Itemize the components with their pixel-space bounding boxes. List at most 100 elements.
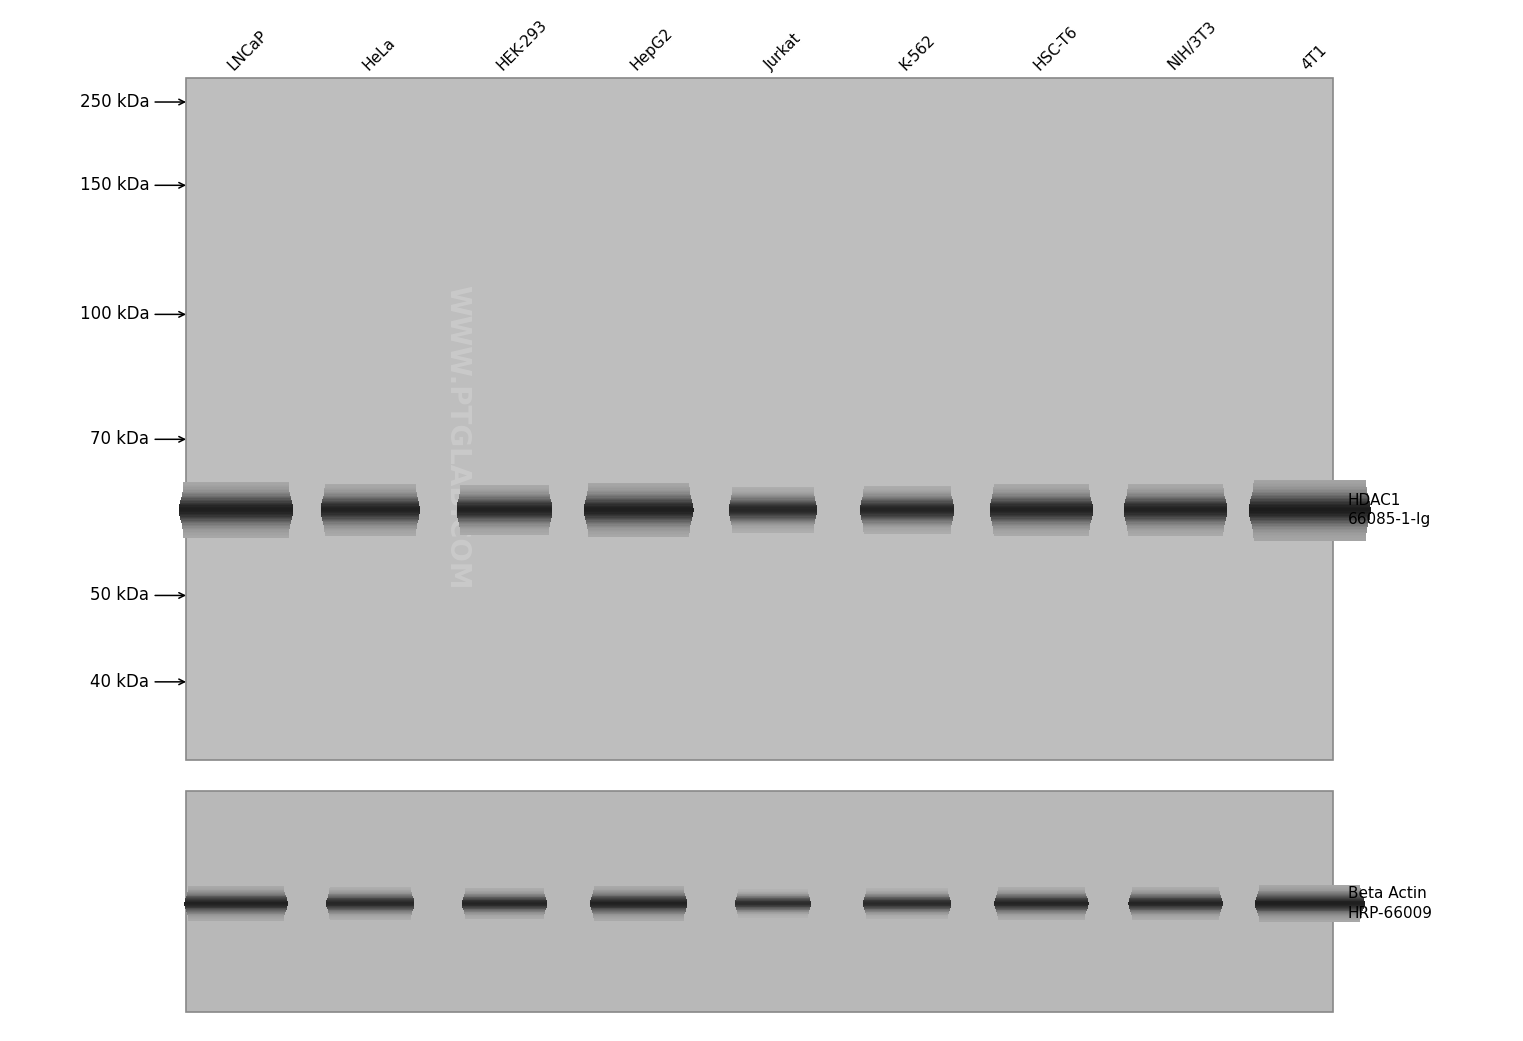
Bar (583, 511, 693, 513)
Bar (187, 916, 285, 917)
Bar (586, 523, 691, 526)
Bar (586, 499, 691, 502)
Bar (189, 888, 283, 889)
Bar (321, 506, 419, 508)
Bar (865, 894, 949, 895)
Bar (1125, 522, 1224, 524)
Bar (463, 907, 547, 908)
Bar (864, 902, 950, 903)
Bar (1255, 900, 1365, 903)
Bar (461, 905, 547, 906)
Bar (1256, 897, 1363, 898)
Bar (181, 496, 291, 499)
Bar (586, 498, 691, 500)
Bar (465, 913, 544, 914)
Bar (592, 914, 684, 915)
Text: 40 kDa: 40 kDa (90, 672, 149, 691)
Bar (991, 497, 1090, 499)
Bar (993, 529, 1089, 531)
Bar (458, 500, 551, 502)
Bar (998, 888, 1084, 889)
Bar (730, 505, 816, 507)
Bar (1129, 906, 1223, 907)
Bar (180, 515, 292, 517)
Bar (1258, 916, 1362, 917)
Bar (864, 531, 950, 533)
Bar (864, 898, 950, 899)
Bar (321, 505, 419, 507)
Bar (737, 915, 809, 916)
Bar (730, 513, 816, 515)
Bar (187, 894, 285, 895)
Bar (329, 915, 411, 917)
Bar (1132, 890, 1220, 891)
Bar (465, 911, 545, 912)
Bar (731, 494, 815, 496)
Bar (324, 489, 416, 491)
Bar (460, 524, 550, 526)
Bar (990, 506, 1094, 508)
Bar (594, 916, 684, 917)
Bar (588, 483, 690, 485)
Bar (591, 899, 687, 900)
Bar (1129, 908, 1221, 909)
Bar (460, 490, 550, 492)
Bar (1129, 907, 1221, 908)
Bar (324, 493, 417, 496)
Bar (1127, 533, 1223, 535)
Bar (592, 893, 685, 894)
Bar (993, 530, 1089, 532)
Text: 4T1: 4T1 (1299, 42, 1330, 73)
Bar (1258, 891, 1362, 893)
Bar (457, 504, 551, 506)
Bar (1260, 919, 1360, 921)
Bar (329, 913, 411, 914)
Bar (460, 528, 550, 530)
Bar (183, 486, 289, 488)
Bar (867, 891, 949, 893)
Bar (864, 532, 950, 534)
Bar (736, 906, 810, 908)
Bar (585, 517, 691, 519)
Bar (461, 902, 547, 903)
Bar (1127, 527, 1224, 529)
Bar (585, 515, 693, 517)
Bar (736, 909, 810, 910)
Bar (323, 500, 419, 502)
Text: HeLa: HeLa (359, 34, 398, 73)
Bar (993, 531, 1089, 534)
Bar (1260, 920, 1360, 922)
Bar (324, 486, 416, 489)
Bar (1130, 910, 1221, 911)
Bar (867, 914, 949, 916)
Bar (1125, 500, 1226, 502)
Text: WWW.PTGLAB.COM: WWW.PTGLAB.COM (443, 285, 471, 589)
Bar (995, 907, 1087, 908)
Bar (1129, 903, 1223, 904)
Bar (186, 908, 286, 909)
Bar (326, 900, 414, 902)
Bar (993, 533, 1089, 535)
Bar (864, 489, 950, 491)
Bar (864, 529, 950, 531)
Bar (730, 511, 816, 513)
Bar (733, 531, 813, 533)
Bar (460, 527, 550, 529)
Bar (1132, 913, 1220, 914)
Bar (592, 894, 685, 895)
Bar (1132, 916, 1220, 917)
Text: 70 kDa: 70 kDa (90, 430, 149, 449)
Bar (1129, 902, 1223, 904)
Text: NIH/3T3: NIH/3T3 (1165, 19, 1218, 73)
Bar (1252, 528, 1368, 530)
Bar (736, 900, 810, 902)
Bar (1250, 501, 1369, 503)
Bar (1260, 885, 1360, 887)
Bar (864, 906, 950, 907)
Bar (187, 889, 285, 890)
Bar (189, 918, 283, 920)
Bar (864, 487, 950, 489)
Bar (457, 507, 553, 509)
Bar (1130, 908, 1221, 910)
Bar (460, 525, 550, 527)
